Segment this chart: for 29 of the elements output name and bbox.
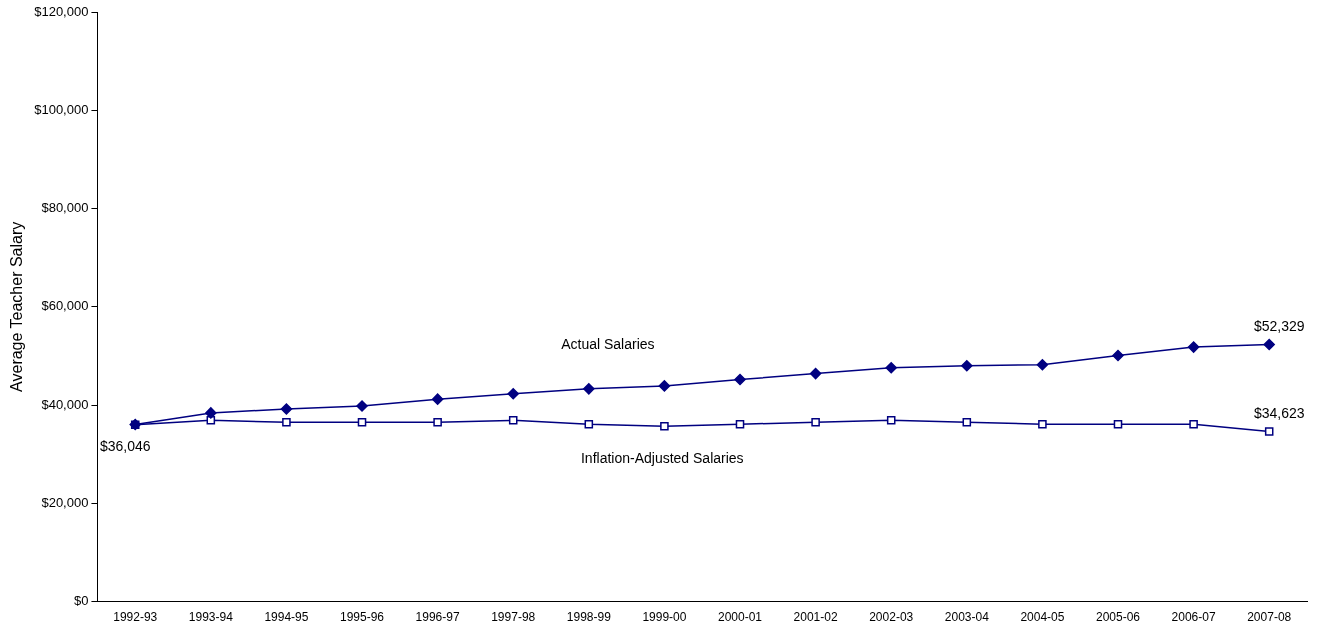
x-tick-label: 2006-07	[1171, 610, 1216, 625]
x-tick-label: 2005-06	[1095, 610, 1141, 625]
data-label: $36,046	[99, 438, 151, 455]
x-tick-label: 2004-05	[1020, 610, 1065, 625]
x-tick-label: 1992-93	[113, 610, 158, 625]
y-tick-label: $0	[73, 593, 89, 609]
x-tick-label: 1996-97	[415, 610, 460, 625]
x-tick-label: 2007-08	[1247, 610, 1292, 625]
y-tick-label: $20,000	[41, 494, 89, 510]
x-tick-label: 2001-02	[793, 610, 838, 625]
x-tick-label: 1995-96	[339, 610, 385, 625]
annotation: Actual Salaries	[561, 335, 655, 352]
x-tick-label: 2000-01	[717, 610, 763, 625]
x-tick-label: 2002-03	[869, 610, 914, 625]
y-tick-label: $100,000	[34, 101, 89, 117]
x-tick-label: 1999-00	[642, 610, 687, 625]
x-tick-label: 1998-99	[566, 610, 612, 625]
x-tick-label: 1997-98	[491, 610, 536, 625]
y-tick-label: $60,000	[41, 298, 89, 314]
data-label: $52,329	[1253, 318, 1305, 335]
x-tick-label: 2003-04	[944, 610, 990, 625]
data-label: $34,623	[1253, 405, 1305, 422]
y-tick-label: $40,000	[41, 396, 89, 412]
y-tick-label: $80,000	[41, 200, 89, 216]
y-axis-title: Average Teacher Salary	[8, 221, 26, 392]
x-tick-label: 1994-95	[264, 610, 309, 625]
y-tick-label: $120,000	[34, 3, 89, 19]
x-tick-label: 1993-94	[188, 610, 234, 625]
annotation: Inflation-Adjusted Salaries	[580, 449, 744, 466]
